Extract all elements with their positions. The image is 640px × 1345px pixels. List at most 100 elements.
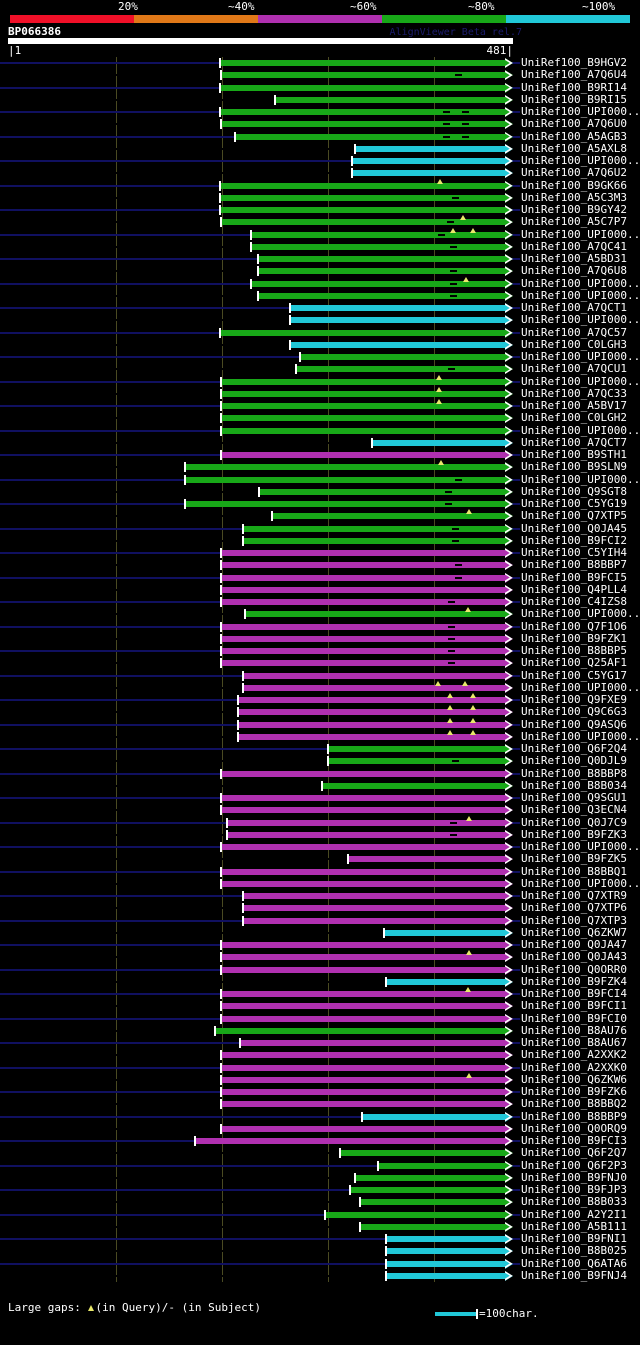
alignment-row[interactable]: UniRef100_B9RI15 [0,92,640,106]
hit-bar[interactable] [221,1003,505,1010]
hit-label[interactable]: UniRef100_UPI000.. [521,607,640,621]
hit-bar[interactable] [258,256,505,262]
hit-label[interactable]: UniRef100_Q6ZKW6 [521,1072,627,1086]
hit-label[interactable]: UniRef100_B9RI15 [521,92,627,106]
hit-bar[interactable] [185,501,505,507]
hit-bar[interactable] [221,121,505,128]
alignment-row[interactable]: UniRef100_B9FCI1 [0,1000,640,1012]
hit-label[interactable]: UniRef100_Q9C6G3 [521,705,627,719]
hit-bar[interactable] [328,746,505,752]
hit-bar[interactable] [243,684,505,691]
alignment-row[interactable]: UniRef100_A7QC57 [0,326,640,339]
hit-bar[interactable] [221,844,505,850]
hit-label[interactable]: UniRef100_Q3ECN4 [521,803,627,817]
alignment-row[interactable]: UniRef100_A5BV17 [0,399,640,412]
alignment-row[interactable]: UniRef100_A5C3M3 [0,191,640,204]
alignment-row[interactable]: UniRef100_B9FZK3 [0,828,640,841]
hit-bar[interactable] [221,452,505,458]
alignment-row[interactable]: UniRef100_Q0J7C9 [0,815,640,829]
alignment-row[interactable]: UniRef100_A5AXL8 [0,142,640,155]
hit-bar[interactable] [221,807,505,814]
hit-label[interactable]: UniRef100_A7Q6U2 [521,166,627,180]
alignment-row[interactable]: UniRef100_Q7XTP3 [0,914,640,927]
alignment-row[interactable]: UniRef100_Q0ORQ9 [0,1122,640,1135]
alignment-row[interactable]: UniRef100_Q0DJL9 [0,755,640,767]
hit-bar[interactable] [220,182,505,189]
alignment-row[interactable]: UniRef100_B8BBP7 [0,559,640,571]
hit-bar[interactable] [221,795,505,801]
hit-label[interactable]: UniRef100_B9FNJ0 [521,1170,627,1184]
hit-label[interactable]: UniRef100_Q4PLL4 [521,582,627,596]
alignment-row[interactable]: UniRef100_Q6ATA6 [0,1257,640,1270]
hit-bar[interactable] [221,1076,505,1083]
alignment-row[interactable]: UniRef100_B8B025 [0,1245,640,1257]
alignment-row[interactable]: UniRef100_UPI000.. [0,680,640,694]
hit-bar[interactable] [355,145,505,152]
hit-bar[interactable] [240,1040,505,1046]
alignment-row[interactable]: UniRef100_A5BD31 [0,253,640,265]
alignment-row[interactable]: UniRef100_B9FZK6 [0,1086,640,1098]
hit-label[interactable]: UniRef100_Q0JA43 [521,950,627,964]
hit-bar[interactable] [243,525,505,532]
hit-label[interactable]: UniRef100_Q9ASQ6 [521,717,627,731]
alignment-row[interactable]: UniRef100_Q9SGU1 [0,792,640,804]
hit-bar[interactable] [220,207,505,213]
alignment-row[interactable]: UniRef100_Q25AF1 [0,657,640,669]
hit-label[interactable]: UniRef100_UPI000.. [521,423,640,437]
hit-bar[interactable] [243,917,505,924]
hit-label[interactable]: UniRef100_A5AGB3 [521,129,627,143]
hit-bar[interactable] [272,513,505,520]
hit-label[interactable]: UniRef100_B8BBP9 [521,1109,627,1123]
alignment-row[interactable]: UniRef100_A2Y2I1 [0,1207,640,1221]
alignment-row[interactable]: UniRef100_B9STH1 [0,449,640,461]
hit-label[interactable]: UniRef100_C0LGH3 [521,337,627,351]
hit-bar[interactable] [296,366,505,373]
alignment-row[interactable]: UniRef100_C5YIH4 [0,547,640,559]
hit-label[interactable]: UniRef100_C5YG19 [521,497,627,510]
alignment-row[interactable]: UniRef100_B9SLN9 [0,460,640,473]
alignment-row[interactable]: UniRef100_A7QCU1 [0,363,640,375]
hit-bar[interactable] [227,819,505,826]
alignment-row[interactable]: UniRef100_A5AGB3 [0,129,640,143]
hit-bar[interactable] [221,1089,505,1095]
hit-bar[interactable] [386,1236,505,1242]
alignment-row[interactable]: UniRef100_B9FCI0 [0,1012,640,1025]
hit-label[interactable]: UniRef100_UPI000.. [521,729,640,743]
hit-label[interactable]: UniRef100_B8BBP7 [521,558,627,572]
hit-label[interactable]: UniRef100_UPI000.. [521,840,640,853]
hit-label[interactable]: UniRef100_UPI000.. [521,288,640,302]
hit-label[interactable]: UniRef100_UPI000.. [521,472,640,486]
hit-bar[interactable] [386,978,505,985]
hit-bar[interactable] [350,1187,505,1193]
hit-label[interactable]: UniRef100_B9FZK6 [521,1085,627,1098]
alignment-row[interactable]: UniRef100_B8BBQ2 [0,1098,640,1110]
hit-label[interactable]: UniRef100_Q25AF1 [521,656,627,670]
hit-label[interactable]: UniRef100_B9FZK5 [521,852,627,866]
alignment-row[interactable]: UniRef100_A7Q6U0 [0,118,640,130]
hit-bar[interactable] [362,1113,505,1120]
hit-label[interactable]: UniRef100_B8BBQ1 [521,864,627,878]
hit-label[interactable]: UniRef100_A5B111 [521,1219,627,1233]
alignment-row[interactable]: UniRef100_A7Q6U4 [0,69,640,81]
hit-label[interactable]: UniRef100_Q9SGT8 [521,484,627,498]
hit-label[interactable]: UniRef100_B8AU76 [521,1023,627,1037]
alignment-row[interactable]: UniRef100_B9FJP3 [0,1184,640,1196]
hit-bar[interactable] [348,856,505,863]
alignment-row[interactable]: UniRef100_Q0ORR0 [0,963,640,976]
hit-label[interactable]: UniRef100_B8B025 [521,1244,627,1258]
hit-label[interactable]: UniRef100_B9FZK1 [521,631,627,645]
hit-label[interactable]: UniRef100_A2Y2I1 [521,1207,627,1221]
hit-label[interactable]: UniRef100_UPI000.. [521,227,640,241]
hit-label[interactable]: UniRef100_Q9SGU1 [521,791,627,804]
alignment-row[interactable]: UniRef100_B8B033 [0,1196,640,1208]
hit-label[interactable]: UniRef100_A5BV17 [521,399,627,412]
alignment-row[interactable]: UniRef100_B9FCI5 [0,571,640,584]
hit-label[interactable]: UniRef100_B8BBP8 [521,766,627,780]
alignment-row[interactable]: UniRef100_A7Q6U8 [0,265,640,277]
hit-bar[interactable] [259,488,505,495]
hit-bar[interactable] [220,329,505,336]
hit-bar[interactable] [251,231,505,238]
hit-bar[interactable] [221,770,505,777]
alignment-row[interactable]: UniRef100_C0LGH2 [0,412,640,424]
hit-label[interactable]: UniRef100_C4IZS8 [521,595,627,608]
